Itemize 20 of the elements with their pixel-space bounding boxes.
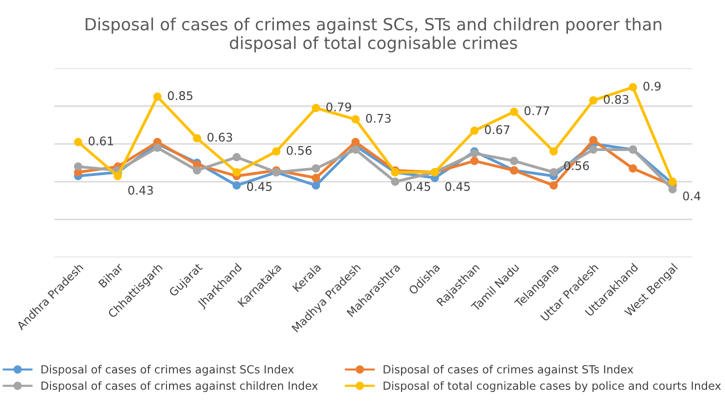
data-label: 0.73 (366, 114, 391, 123)
data-label: 0.83 (604, 94, 628, 104)
data-label: 0.67 (484, 125, 510, 134)
data-label: 0.43 (128, 186, 153, 195)
data-label: 0.45 (445, 182, 470, 191)
data-label: 0.45 (406, 182, 430, 191)
legend-label: Disposal of cases of crimes against SCs Index (41, 364, 294, 376)
chart-title: Disposal of cases of crimes against SCs, STs and children poorer than disposal of total cognisable crimes (86, 18, 662, 52)
data-label: 0.77 (524, 106, 550, 116)
data-label: 0.79 (326, 102, 352, 112)
data-label: 0.63 (208, 132, 232, 142)
legend-label: Disposal of total cognizable cases by police and courts Index (384, 381, 721, 392)
data-label: 0.85 (168, 91, 192, 100)
legend-label: Disposal of cases of crimes against STs Index (384, 364, 634, 376)
data-label: 0.61 (88, 136, 114, 146)
data-label: 0.9 (643, 82, 661, 91)
data-label: 0.56 (286, 146, 312, 155)
data-label: 0.4 (683, 191, 700, 200)
data-label: 0.45 (247, 182, 272, 191)
legend-label: Disposal of cases of crimes against children Index (41, 381, 318, 392)
